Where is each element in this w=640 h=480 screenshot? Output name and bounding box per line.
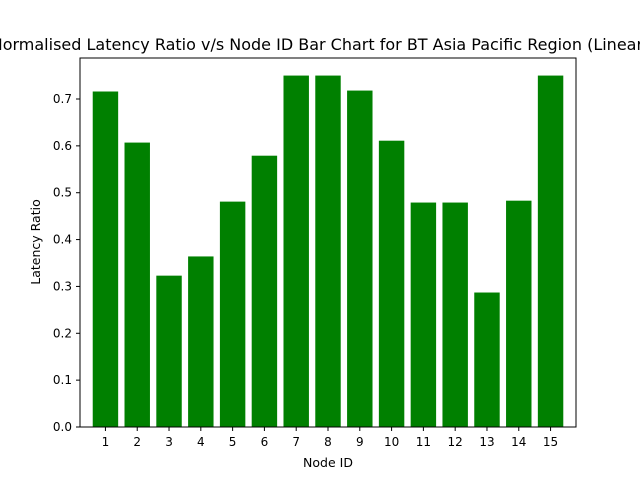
x-tick-label: 15 <box>543 435 558 449</box>
x-axis-label: Node ID <box>303 455 353 470</box>
y-tick-label: 0.7 <box>53 92 72 106</box>
bar-node-4 <box>188 256 214 427</box>
bar-node-15 <box>537 75 564 427</box>
y-tick-label: 0.5 <box>53 186 72 200</box>
bar-node-14 <box>506 200 532 427</box>
bar-node-13 <box>474 292 500 427</box>
y-tick-label: 0.2 <box>53 326 72 340</box>
bar-node-12 <box>442 202 468 427</box>
x-tick-label: 2 <box>133 435 141 449</box>
x-tick-label: 9 <box>356 435 364 449</box>
x-tick-label: 10 <box>384 435 399 449</box>
x-tick-label: 4 <box>197 435 205 449</box>
y-axis-ticks: 0.0 0.1 0.2 0.3 0.4 0.5 0.6 0.7 <box>53 92 80 434</box>
x-tick-label: 7 <box>292 435 300 449</box>
y-tick-label: 0.1 <box>53 373 72 387</box>
plot-frame <box>79 57 577 428</box>
y-tick-label: 0.4 <box>53 233 72 247</box>
x-tick-label: 6 <box>261 435 269 449</box>
x-tick-label: 3 <box>165 435 173 449</box>
y-tick-label: 0.3 <box>53 279 72 293</box>
y-axis-label: Latency Ratio <box>28 199 43 284</box>
bar-node-3 <box>156 275 182 427</box>
y-tick-label: 0.6 <box>53 139 72 153</box>
bar-node-5 <box>219 201 246 427</box>
x-axis-ticks: 1 2 3 4 5 6 7 8 9 10 11 12 13 14 15 <box>102 427 558 449</box>
bar-node-7 <box>283 75 309 427</box>
x-tick-label: 12 <box>448 435 463 449</box>
x-tick-label: 8 <box>324 435 332 449</box>
x-tick-label: 5 <box>229 435 237 449</box>
y-tick-label: 0.0 <box>53 420 72 434</box>
x-tick-label: 1 <box>102 435 110 449</box>
x-tick-label: 14 <box>511 435 526 449</box>
bar-node-10 <box>378 140 405 427</box>
bar-node-11 <box>410 202 437 427</box>
chart-title: Normalised Latency Ratio v/s Node ID Bar… <box>0 35 640 54</box>
bars-group <box>92 75 564 427</box>
bar-node-8 <box>315 75 341 427</box>
x-tick-label: 13 <box>479 435 494 449</box>
bar-node-2 <box>124 142 150 427</box>
x-tick-label: 11 <box>416 435 431 449</box>
bar-node-6 <box>251 155 278 427</box>
bar-node-1 <box>92 91 119 427</box>
bar-node-9 <box>347 90 373 427</box>
